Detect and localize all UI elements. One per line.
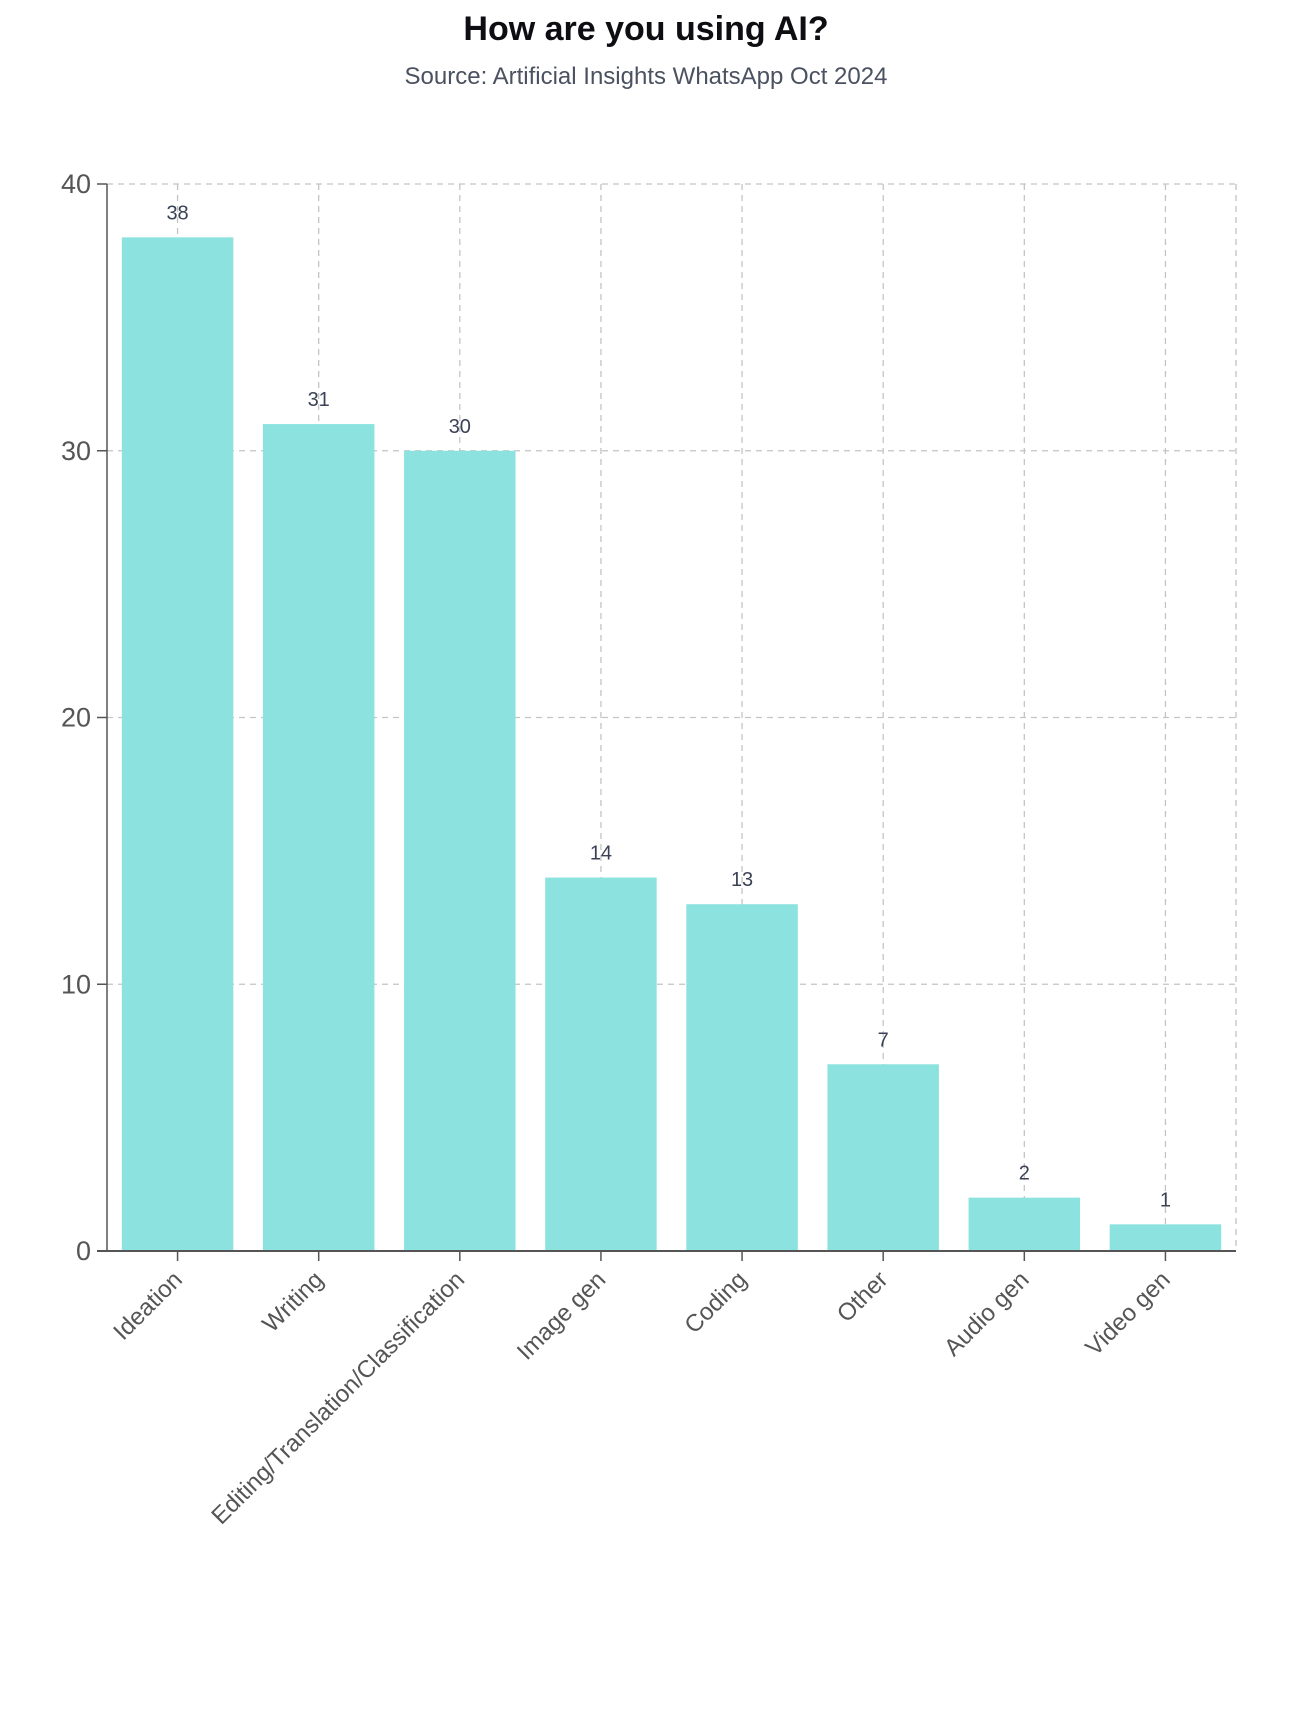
x-tick-label: Coding	[679, 1266, 752, 1339]
x-tick-label: Editing/Translation/Classification	[206, 1266, 470, 1530]
data-label: 2	[1019, 1163, 1030, 1185]
x-tick-label: Video gen	[1080, 1266, 1175, 1361]
bar	[121, 237, 234, 1252]
data-label: 1	[1160, 1189, 1171, 1211]
bar	[262, 424, 375, 1251]
data-label: 13	[731, 869, 753, 891]
chart-subtitle: Source: Artificial Insights WhatsApp Oct…	[405, 63, 888, 90]
bar	[404, 450, 516, 1251]
data-label: 7	[878, 1029, 889, 1051]
y-tick-label: 30	[61, 436, 91, 466]
data-label: 30	[449, 416, 471, 438]
bar	[827, 1064, 939, 1251]
y-tick-label: 10	[61, 969, 91, 999]
x-tick-label: Image gen	[512, 1266, 611, 1365]
data-label: 38	[166, 202, 188, 224]
bar	[545, 877, 657, 1251]
bar	[1109, 1224, 1222, 1251]
bar	[968, 1197, 1081, 1251]
bars	[121, 237, 1222, 1252]
y-tick-label: 0	[76, 1236, 91, 1266]
y-tick-label: 20	[61, 703, 91, 733]
bar	[686, 904, 798, 1251]
chart-title: How are you using AI?	[463, 10, 828, 48]
x-tick-label: Other	[832, 1266, 894, 1328]
x-tick-label: Audio gen	[939, 1266, 1035, 1362]
x-tick-label: Writing	[257, 1266, 329, 1338]
y-tick-label: 40	[61, 169, 91, 199]
axes	[97, 183, 1236, 1261]
data-label: 31	[308, 389, 330, 411]
x-tick-label: Ideation	[108, 1266, 187, 1345]
data-label: 14	[590, 843, 612, 865]
